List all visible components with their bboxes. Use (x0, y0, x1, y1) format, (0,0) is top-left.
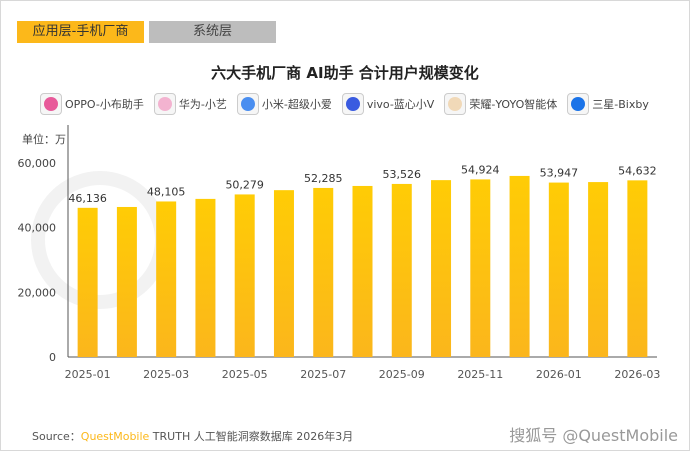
x-tick-label: 2026-01 (536, 368, 582, 381)
legend-label: 三星-Bixby (592, 98, 649, 111)
vivo-lanxin-icon (341, 93, 364, 115)
bar (588, 182, 609, 357)
bar (509, 175, 530, 357)
legend-icon-dot (345, 97, 360, 111)
legend-item: 三星-Bixby (567, 93, 649, 115)
data-label: 53,947 (540, 167, 579, 180)
x-tick-label: 2025-11 (457, 368, 503, 381)
tab-app-layer[interactable]: 应用层-手机厂商 (17, 21, 144, 43)
watermark: 搜狐号 @QuestMobile (509, 426, 678, 445)
legend-label: 小米-超级小爱 (261, 98, 332, 111)
x-tick-label: 2025-09 (379, 368, 425, 381)
data-label: 54,632 (618, 164, 657, 177)
legend-item: 荣耀-YOYO智能体 (444, 93, 557, 115)
x-tick-label: 2025-05 (222, 368, 268, 381)
source-brand: QuestMobile (80, 430, 150, 443)
legend-icon-dot (571, 97, 586, 111)
bar (313, 187, 334, 357)
oppo-xiaobu-icon (40, 93, 62, 115)
bar (431, 180, 452, 357)
source-text: TRUTH 人工智能洞察数据库 2026年3月 (149, 430, 354, 443)
bar (116, 206, 137, 357)
bar (156, 201, 177, 357)
legend-item: OPPO-小布助手 (40, 93, 144, 115)
legend-label: 华为-小艺 (178, 98, 227, 111)
bar (234, 194, 255, 357)
y-tick-label: 20,000 (18, 286, 57, 299)
honor-yoyo-icon (444, 93, 467, 115)
legend-icon-dot (448, 97, 463, 111)
legend-label: vivo-蓝心小V (366, 98, 435, 111)
x-tick-label: 2025-07 (300, 368, 346, 381)
legend-item: 小米-超级小爱 (236, 93, 332, 115)
y-tick-label: 60,000 (18, 157, 57, 170)
chart-title: 六大手机厂商 AI助手 合计用户规模变化 (211, 64, 479, 82)
x-tick-label: 2025-03 (143, 368, 189, 381)
data-label: 52,285 (304, 172, 343, 185)
data-label: 50,279 (225, 178, 264, 191)
tab-system-layer[interactable]: 系统层 (149, 21, 276, 43)
x-tick-label: 2025-01 (65, 368, 111, 381)
legend-item: vivo-蓝心小V (341, 93, 435, 115)
bar (77, 207, 98, 357)
data-label: 53,526 (383, 168, 422, 181)
source-note: Source：QuestMobile TRUTH 人工智能洞察数据库 2026年… (32, 428, 353, 444)
data-label: 46,136 (68, 192, 107, 205)
bar (548, 182, 569, 357)
y-tick-label: 0 (49, 351, 56, 364)
bar (195, 198, 216, 357)
legend: OPPO-小布助手 华为-小艺 小米-超级小爱 vivo-蓝心小V 荣耀-YOYO智能体… (40, 93, 649, 115)
x-tick-label: 2026-03 (614, 368, 660, 381)
bar (352, 185, 373, 357)
data-label: 48,105 (147, 185, 186, 198)
source-prefix: Source： (32, 430, 81, 443)
legend-item: 华为-小艺 (153, 93, 227, 115)
bar (470, 179, 491, 357)
bar (627, 180, 648, 357)
huawei-xiaoyi-icon (153, 93, 176, 115)
y-tick-label: 40,000 (18, 222, 57, 235)
bar (391, 183, 412, 357)
bar (273, 190, 294, 357)
data-label: 54,924 (461, 163, 500, 176)
y-axis-unit: 单位：万 (22, 133, 66, 146)
legend-label: 荣耀-YOYO智能体 (469, 98, 558, 111)
legend-icon-dot (157, 97, 172, 111)
legend-icon-dot (44, 97, 58, 111)
samsung-bixby-icon (567, 93, 590, 115)
legend-icon-dot (240, 97, 255, 111)
legend-label: OPPO-小布助手 (65, 98, 144, 111)
xiaomi-xiaoai-icon (236, 93, 259, 115)
